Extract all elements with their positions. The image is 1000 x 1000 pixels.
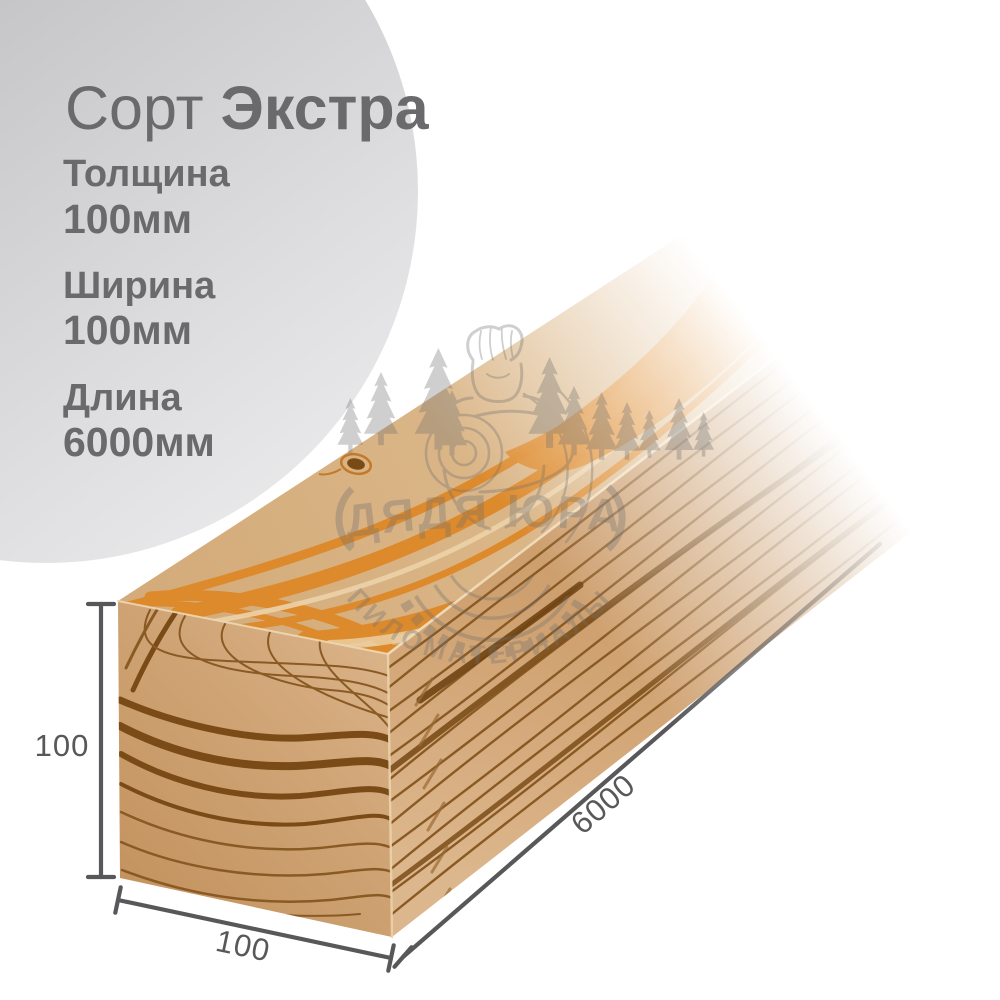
top-grain-flame — [505, 238, 845, 472]
badge-left-arc — [335, 486, 355, 552]
thickness-dimension-caps — [85, 601, 117, 880]
watermark-brand-text: ДЯДЯ ЮРА — [342, 484, 626, 547]
spec-thickness: Толщина 100мм — [63, 153, 429, 243]
width-dimension-line — [115, 897, 394, 961]
thickness-dimension-value: 100 — [35, 728, 90, 763]
spec-length: Длина 6000мм — [63, 377, 429, 467]
lumber-beam — [117, 220, 952, 939]
badge-saw-ring — [335, 484, 626, 659]
beam-front-face — [118, 601, 392, 937]
product-info: Сорт Экстра Толщина 100мм Ширина 100мм Д… — [63, 73, 429, 488]
length-dimension-cap — [392, 945, 414, 969]
knot — [318, 452, 373, 476]
spec-thickness-label: Толщина — [63, 153, 230, 196]
spec-width-value: 100мм — [63, 307, 193, 354]
grade-value: Экстра — [220, 74, 429, 142]
beam-side-face — [388, 229, 952, 937]
grade-label: Сорт — [65, 74, 204, 142]
edge-highlights — [117, 227, 946, 939]
dimension-thickness: 100 — [35, 601, 117, 880]
side-grain-dark — [388, 397, 933, 914]
width-dimension-caps — [113, 885, 396, 973]
spec-length-label: Длина — [63, 376, 182, 419]
growth-rings — [118, 606, 392, 917]
spec-width-label: Ширина — [63, 264, 216, 307]
side-grain-lines — [388, 241, 952, 916]
background-circle — [0, 0, 418, 563]
length-dimension-line — [400, 541, 883, 960]
badge-right-arc — [605, 484, 626, 552]
lumberjack-figure — [424, 324, 594, 544]
dimension-width: 100 — [113, 885, 396, 973]
spec-thickness-value: 100мм — [63, 195, 193, 242]
spec-length-value: 6000мм — [63, 419, 215, 466]
spec-width: Ширина 100мм — [63, 265, 429, 355]
page-title: Сорт Экстра — [65, 73, 429, 143]
